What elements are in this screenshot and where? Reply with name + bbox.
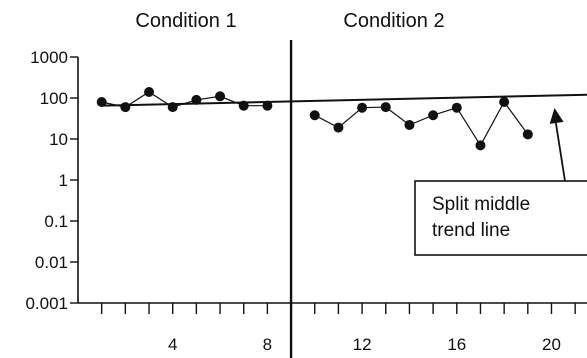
condition-labels: Condition 1 Condition 2 bbox=[135, 10, 444, 32]
data-point bbox=[144, 87, 155, 98]
x-tick-label: 4 bbox=[168, 335, 177, 354]
y-tick-label: 0.1 bbox=[44, 212, 68, 231]
x-tick-label: 16 bbox=[447, 335, 466, 354]
condition-label: Condition 1 bbox=[135, 10, 236, 32]
callout-text-line: Split middle bbox=[432, 194, 530, 215]
data-point bbox=[333, 122, 344, 133]
y-tick-label: 0.01 bbox=[35, 253, 68, 272]
data-point bbox=[499, 96, 510, 107]
callout-arrow-shaft bbox=[553, 113, 566, 182]
data-point bbox=[475, 140, 486, 151]
x-tick-label: 12 bbox=[353, 335, 372, 354]
data-point bbox=[96, 96, 107, 107]
y-tick-label: 100 bbox=[40, 89, 68, 108]
data-point bbox=[428, 110, 439, 121]
data-point bbox=[522, 129, 533, 140]
data-point bbox=[215, 91, 226, 102]
callout: Split middle trend line bbox=[414, 108, 587, 256]
y-tick-label: 0.001 bbox=[25, 294, 68, 313]
data-point bbox=[357, 102, 368, 113]
data-point bbox=[120, 102, 131, 113]
x-ticks: 4 8 12 16 20 bbox=[100, 303, 576, 354]
callout-arrow-head bbox=[549, 108, 564, 124]
data-point bbox=[262, 100, 273, 111]
callout-box bbox=[414, 180, 587, 256]
data-point bbox=[404, 119, 415, 130]
data-point bbox=[380, 102, 391, 113]
data-point bbox=[191, 94, 202, 105]
trend-line bbox=[101, 93, 587, 107]
y-tick-label: 1000 bbox=[30, 48, 68, 67]
y-tick-label: 1 bbox=[59, 171, 68, 190]
trend-layer bbox=[101, 93, 587, 107]
x-tick-label: 20 bbox=[542, 335, 561, 354]
y-tick-label: 10 bbox=[49, 130, 68, 149]
data-point bbox=[309, 110, 320, 121]
callout-text-line: trend line bbox=[432, 220, 510, 241]
y-ticks: 1000 100 10 1 0.1 0.01 0.001 bbox=[25, 48, 78, 313]
x-tick-label: 8 bbox=[263, 335, 272, 354]
condition-label: Condition 2 bbox=[343, 10, 444, 32]
series-line-condition-2 bbox=[314, 100, 529, 147]
data-point bbox=[451, 102, 462, 113]
